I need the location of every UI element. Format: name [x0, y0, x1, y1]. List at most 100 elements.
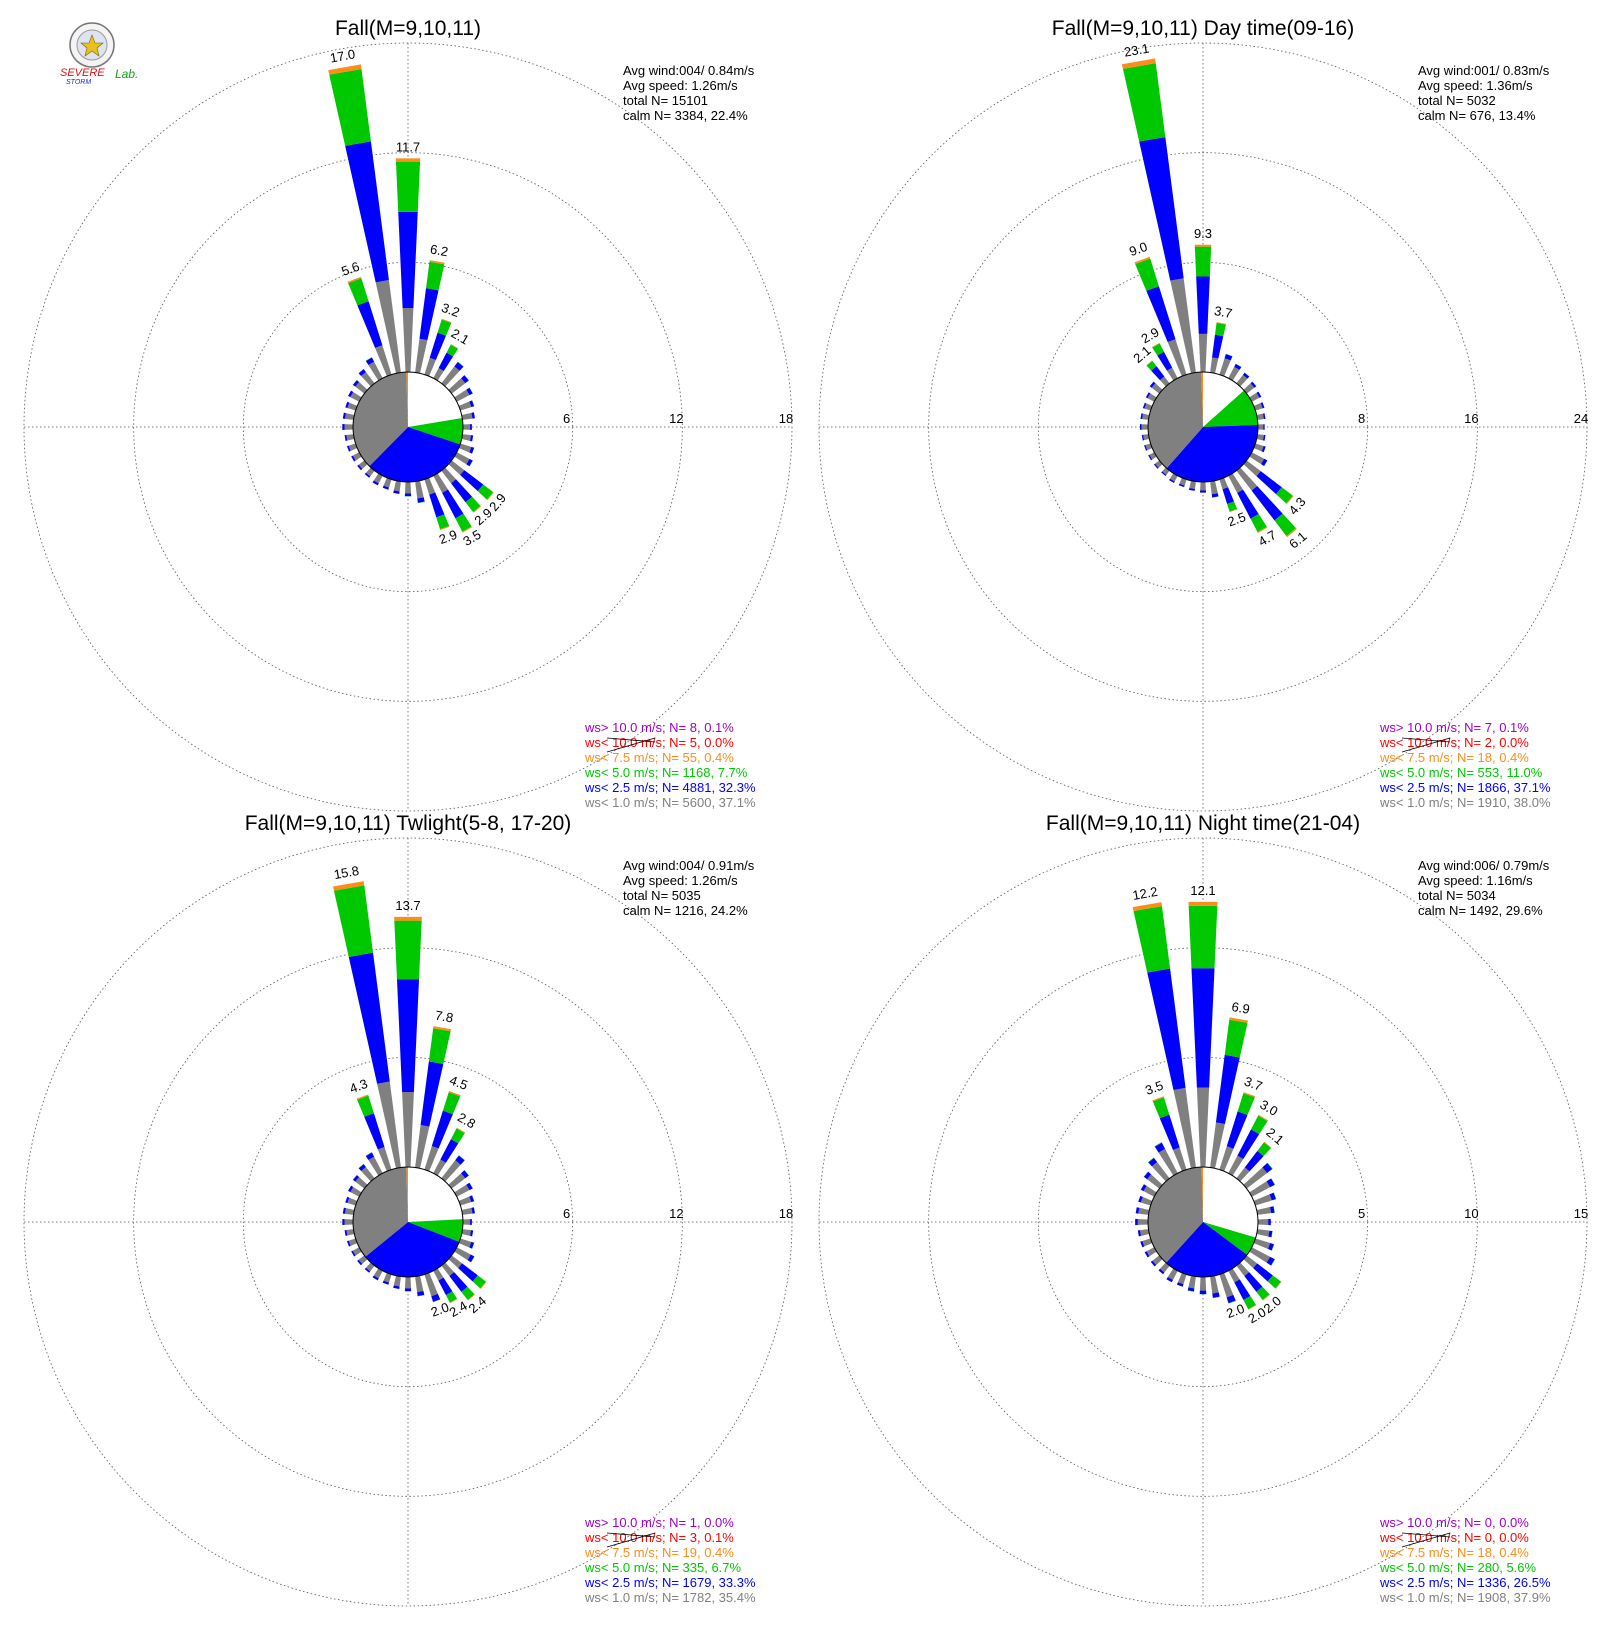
pie-slice-lt2-5: [369, 427, 461, 482]
direction-bar-100: [461, 1229, 474, 1237]
logo-text-storm: STORM: [66, 79, 91, 86]
direction-bar-310: [352, 1174, 368, 1189]
bar-segment-lt7-5: [433, 1026, 452, 1032]
bar-segment-lt2-5: [351, 455, 356, 462]
stat-total: total N= 5035: [623, 888, 701, 903]
bar-segment-lt7-5: [450, 344, 459, 349]
bar-segment-lt2-5: [342, 1219, 345, 1225]
bar-segment-lt1: [415, 480, 424, 499]
bar-segment-lt5: [1273, 1206, 1275, 1213]
speed-class-pie: [352, 1166, 464, 1278]
direction-bar-170: [415, 1275, 425, 1297]
wind-rose-panel-1: 6 12 1811.76.23.22.12.92.93.52.95.617.0Fal…: [23, 17, 793, 812]
bar-segment-lt2-5: [1153, 463, 1159, 469]
bar-segment-lt2-5: [1151, 366, 1165, 381]
bar-segment-lt1: [1143, 1185, 1157, 1197]
ring-label: 6: [563, 1206, 570, 1221]
bar-segment-lt2-5: [364, 1113, 385, 1150]
legend-strike-line: [1401, 1532, 1451, 1538]
direction-bar-350: [1132, 902, 1196, 1169]
bar-segment-lt2-5: [398, 211, 418, 308]
bar-segment-lt1: [448, 378, 466, 394]
direction-bar-250: [1140, 1238, 1153, 1248]
bar-segment-lt5: [1276, 487, 1293, 504]
stat-total: total N= 5034: [1418, 888, 1496, 903]
stat-avg-wind: Avg wind:004/ 0.84m/s: [623, 63, 755, 78]
bar-segment-lt5: [472, 400, 475, 407]
bar-segment-lt1: [461, 434, 472, 441]
pie-slice-lt7-5: [1201, 372, 1203, 427]
direction-bar-20: [424, 318, 452, 377]
direction-bars: [328, 64, 494, 533]
bar-segment-lt5: [329, 68, 371, 146]
bar-segment-lt1: [1138, 1207, 1150, 1215]
bar-segment-lt7-5: [480, 1281, 487, 1289]
bar-segment-lt5: [1274, 513, 1296, 537]
direction-bar-300: [348, 390, 362, 402]
bar-segment-lt1: [1253, 1238, 1271, 1250]
bar-segment-lt2-5: [1244, 1150, 1264, 1172]
pie-outline: [352, 371, 464, 483]
bar-segment-lt1: [1219, 477, 1229, 490]
bar-segment-lt5: [1188, 905, 1218, 969]
direction-bar-200: [382, 477, 392, 490]
bar-segment-lt5: [465, 496, 481, 513]
bar-segment-lt1: [1189, 480, 1196, 489]
direction-bar-330: [365, 357, 383, 381]
direction-bar-270: [1135, 1218, 1149, 1226]
pie-slice-lt5: [1203, 1222, 1256, 1255]
bar-segment-lt2-5: [372, 480, 379, 486]
direction-bar-140: [441, 1262, 475, 1301]
bar-segment-lt2-5: [1262, 413, 1266, 420]
bar-segment-lt2-5: [470, 1219, 472, 1225]
direction-bar-240: [351, 1247, 362, 1257]
bar-segment-lt1: [448, 460, 465, 475]
bar-segment-lt1: [1228, 473, 1244, 493]
bar-segment-lt7-5: [395, 158, 421, 162]
direction-bar-140: [1236, 467, 1297, 538]
grid-ring: [1037, 261, 1369, 593]
bar-segment-lt2-5: [1261, 458, 1268, 467]
bar-segment-lt2-5: [344, 435, 348, 441]
direction-bar-210: [372, 473, 383, 486]
bar-segment-lt5: [433, 1299, 441, 1303]
bar-segment-lt2-5: [1226, 1294, 1236, 1304]
bar-segment-lt2-5: [1158, 1268, 1165, 1275]
bar-segment-lt2-5: [372, 1275, 379, 1281]
bar-segment-lt2-5: [1237, 1129, 1260, 1160]
bar-segment-lt2-5: [1270, 1206, 1275, 1214]
bar-segment-lt1: [1199, 1276, 1207, 1291]
bar-segment-lt1: [365, 1262, 375, 1272]
bar-segment-lt5: [1235, 363, 1242, 368]
legend-entry: ws< 1.0 m/s; N= 1782, 35.4%: [584, 1590, 756, 1605]
legend-strike-line: [606, 1532, 656, 1538]
bar-segment-lt2-5: [346, 1240, 351, 1247]
bar-segment-lt1: [1236, 1262, 1250, 1277]
bar-segment-lt2-5: [466, 458, 473, 467]
direction-bar-290: [1138, 1195, 1153, 1206]
bar-segment-lt7-5: [448, 1091, 461, 1097]
bar-segment-lt1: [373, 1268, 383, 1279]
bar-segment-lt2-5: [382, 485, 389, 490]
bar-segment-lt2-5: [431, 1110, 453, 1149]
bar-segment-lt1: [1147, 393, 1157, 402]
direction-bar-320: [1146, 360, 1170, 387]
bar-segment-lt2-5: [358, 369, 366, 377]
bar-segment-lt1: [1173, 1147, 1187, 1172]
direction-bar-130: [1243, 1255, 1282, 1289]
legend-entry: ws< 2.5 m/s; N= 1336, 26.5%: [1379, 1575, 1551, 1590]
bar-segment-lt7-5: [429, 260, 445, 265]
bar-segment-lt1: [462, 1219, 471, 1225]
bar-segment-lt5: [417, 1294, 425, 1297]
legend-strike-line: [606, 737, 656, 743]
bar-segment-lt1: [1249, 392, 1260, 402]
bar-segment-lt5: [1152, 1097, 1170, 1119]
bar-segment-lt2-5: [1211, 493, 1219, 498]
bar-segment-lt5: [1271, 1231, 1273, 1238]
bar-segment-lt5: [1271, 1178, 1276, 1185]
bar-segment-lt2-5: [460, 470, 484, 492]
legend-strike-line: [1401, 737, 1451, 753]
bar-segment-lt5: [1251, 1115, 1268, 1135]
bar-segment-lt5: [1273, 1192, 1277, 1200]
direction-bar-70: [458, 1195, 475, 1206]
